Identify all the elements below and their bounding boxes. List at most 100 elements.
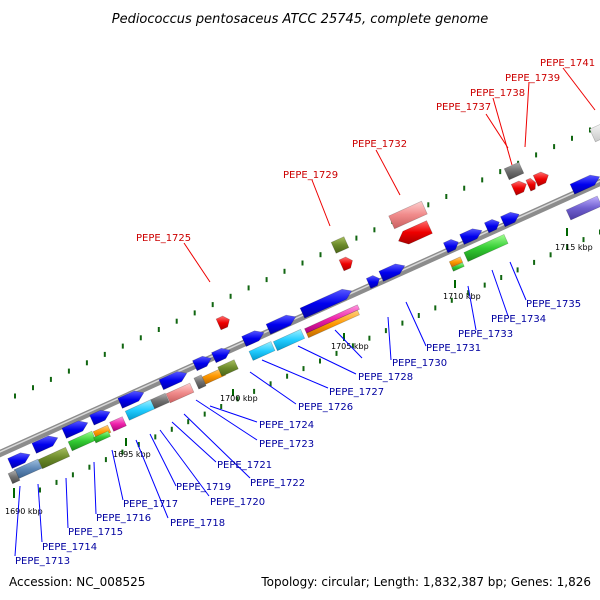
locus-label[interactable]: PEPE_1725 (136, 233, 191, 244)
gene-feature[interactable] (378, 263, 406, 282)
track-dot (467, 290, 470, 296)
locus-label[interactable]: PEPE_1718 (170, 518, 225, 529)
locus-label[interactable]: PEPE_1731 (426, 343, 481, 354)
locus-label[interactable]: PEPE_1719 (176, 482, 231, 493)
gene-feature[interactable] (484, 219, 500, 234)
track-dot (265, 277, 268, 283)
locus-label[interactable]: PEPE_1727 (329, 387, 384, 398)
track-dot (247, 285, 250, 291)
kbp-label: 1710 kbp (443, 292, 481, 301)
gene-feature[interactable] (330, 236, 350, 254)
track-dot (483, 282, 486, 288)
locus-label[interactable]: PEPE_1737 (436, 102, 491, 113)
locus-label[interactable]: PEPE_1723 (259, 439, 314, 450)
kbp-label: 1705 kbp (331, 342, 369, 351)
locus-label[interactable]: PEPE_1729 (283, 170, 338, 181)
gene-feature[interactable] (158, 371, 188, 391)
gene-feature[interactable] (109, 416, 127, 432)
locus-label[interactable]: PEPE_1741 (540, 58, 595, 69)
gene-feature[interactable] (93, 430, 111, 444)
track-dot (417, 313, 420, 318)
locus-label[interactable]: PEPE_1730 (392, 358, 447, 369)
track-dot (121, 449, 124, 455)
gene-feature[interactable] (443, 239, 459, 254)
gene-feature[interactable] (463, 234, 509, 262)
gene-feature[interactable] (525, 177, 536, 192)
gene-feature[interactable] (365, 275, 380, 289)
gene-feature[interactable] (569, 174, 600, 195)
topology-text: Topology: circular; Length: 1,832,387 bp… (260, 575, 591, 589)
gene-feature[interactable] (503, 161, 525, 181)
gene-feature[interactable] (7, 469, 21, 485)
gene-feature[interactable] (192, 355, 212, 372)
locus-label[interactable]: PEPE_1733 (458, 329, 513, 340)
locus-label[interactable]: PEPE_1722 (250, 478, 305, 489)
track-dot (253, 388, 256, 394)
track-dot (566, 244, 569, 250)
gene-feature[interactable] (241, 330, 265, 347)
gene-feature[interactable] (248, 341, 276, 361)
gene-feature[interactable] (31, 435, 59, 454)
track-dot (85, 360, 88, 366)
track-dot (39, 487, 41, 493)
gene-feature[interactable] (117, 390, 145, 409)
gene-feature[interactable] (338, 256, 353, 272)
kbp-label: 1700 kbp (220, 394, 258, 403)
gene-feature[interactable] (388, 200, 428, 230)
gene-feature[interactable] (448, 256, 464, 268)
gene-feature[interactable] (215, 315, 230, 331)
gene-feature[interactable] (306, 309, 360, 339)
track-dot (302, 366, 305, 372)
gene-feature[interactable] (165, 382, 195, 404)
gene-feature[interactable] (532, 171, 549, 187)
gene-feature[interactable] (7, 452, 31, 469)
locus-label[interactable]: PEPE_1716 (96, 513, 151, 524)
track-dot (211, 302, 214, 308)
track-dot (103, 351, 106, 357)
locus-label[interactable]: PEPE_1714 (42, 542, 97, 553)
track-dot (427, 202, 430, 208)
locus-label[interactable]: PEPE_1739 (505, 73, 560, 84)
locus-label[interactable]: PEPE_1726 (298, 402, 353, 413)
gene-feature[interactable] (211, 347, 231, 364)
gene-feature[interactable] (459, 228, 483, 245)
track-dot (368, 335, 371, 341)
track-dot (55, 479, 58, 485)
gene-feature[interactable] (398, 220, 433, 245)
locus-label[interactable]: PEPE_1717 (123, 499, 178, 510)
locus-label[interactable]: PEPE_1732 (352, 139, 407, 150)
track-dot (319, 358, 321, 364)
gene-feature[interactable] (510, 180, 527, 196)
locus-label[interactable]: PEPE_1721 (217, 460, 272, 471)
locus-label[interactable]: PEPE_1724 (259, 420, 314, 431)
track-dot (236, 396, 239, 402)
track-dot (450, 297, 453, 303)
track-dot (319, 252, 322, 258)
track-dots (14, 127, 600, 493)
gene-feature[interactable] (37, 446, 71, 470)
gene-feature[interactable] (217, 359, 239, 377)
kbp-label: 1690 kbp (5, 507, 43, 516)
gene-feature[interactable] (272, 328, 306, 352)
track-dot (170, 426, 173, 432)
gene-feature[interactable] (451, 262, 465, 272)
gene-feature[interactable] (67, 430, 97, 452)
locus-label[interactable]: PEPE_1734 (491, 314, 546, 325)
gene-feature[interactable] (589, 124, 600, 143)
locus-label[interactable]: PEPE_1720 (210, 497, 265, 508)
gene-feature[interactable] (150, 392, 170, 410)
track-dot (175, 318, 178, 324)
gene-feature[interactable] (265, 314, 297, 335)
locus-label[interactable]: PEPE_1728 (358, 372, 413, 383)
locus-label[interactable]: PEPE_1735 (526, 299, 581, 310)
gene-feature[interactable] (61, 420, 89, 439)
gene-feature[interactable] (500, 211, 520, 228)
locus-label[interactable]: PEPE_1713 (15, 556, 70, 567)
gene-feature[interactable] (89, 409, 111, 426)
locus-label[interactable]: PEPE_1715 (68, 527, 123, 538)
gene-feature[interactable] (193, 374, 207, 390)
gene-feature[interactable] (565, 195, 600, 221)
gene-feature[interactable] (299, 288, 353, 319)
locus-label[interactable]: PEPE_1738 (470, 88, 525, 99)
